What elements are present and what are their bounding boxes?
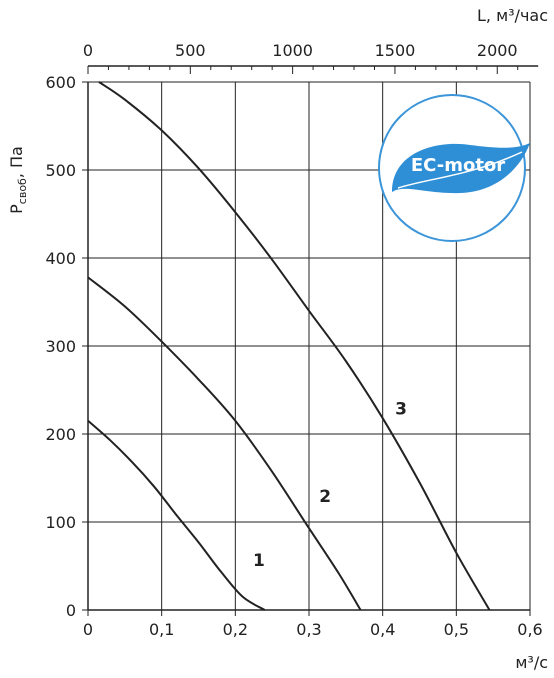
y-tick-label: 100	[45, 513, 76, 532]
curves	[87, 81, 491, 611]
x-tick-label: 0,1	[149, 620, 174, 639]
x-tick-label: 0,4	[370, 620, 395, 639]
curve-label-3: 3	[395, 400, 407, 420]
curve-1	[87, 420, 266, 611]
x-tick-label: 0,6	[517, 620, 542, 639]
y-tick-label: 0	[66, 601, 76, 620]
x-tick-label: 0	[83, 620, 93, 639]
badge-text: EC-motor	[411, 155, 505, 176]
curve-label-1: 1	[253, 551, 265, 571]
curve-label-2: 2	[319, 487, 331, 507]
x-axis-title-bottom: м³/с	[515, 653, 548, 672]
x-top-tick-label: 500	[175, 41, 206, 60]
leaf-vein	[397, 151, 523, 189]
y-tick-label: 400	[45, 249, 76, 268]
y-tick-label: 200	[45, 425, 76, 444]
y-tick-label: 500	[45, 161, 76, 180]
x-tick-label: 0,2	[223, 620, 248, 639]
curve-3	[98, 81, 491, 611]
x-axis-title-top: L, м³/час	[477, 6, 548, 25]
x-top-tick-label: 0	[83, 41, 93, 60]
y-tick-label: 300	[45, 337, 76, 356]
x-top-tick-label: 2000	[477, 41, 518, 60]
x-tick-label: 0,3	[296, 620, 321, 639]
y-axis-title: Pсвоб, Па	[7, 146, 29, 214]
curve-2	[87, 276, 362, 611]
curve-labels: 1 2 3	[253, 400, 407, 571]
x-top-tick-label: 1500	[375, 41, 416, 60]
y-tick-label: 600	[45, 73, 76, 92]
x-tick-label: 0,5	[444, 620, 469, 639]
ec-motor-badge: EC-motor	[378, 94, 530, 242]
ticks: 0 100 200 300 400 500 600 0 0,1 0,2 0,3 0,4 0,5 0,6 0 5…	[45, 41, 542, 639]
x-top-tick-label: 1000	[272, 41, 313, 60]
